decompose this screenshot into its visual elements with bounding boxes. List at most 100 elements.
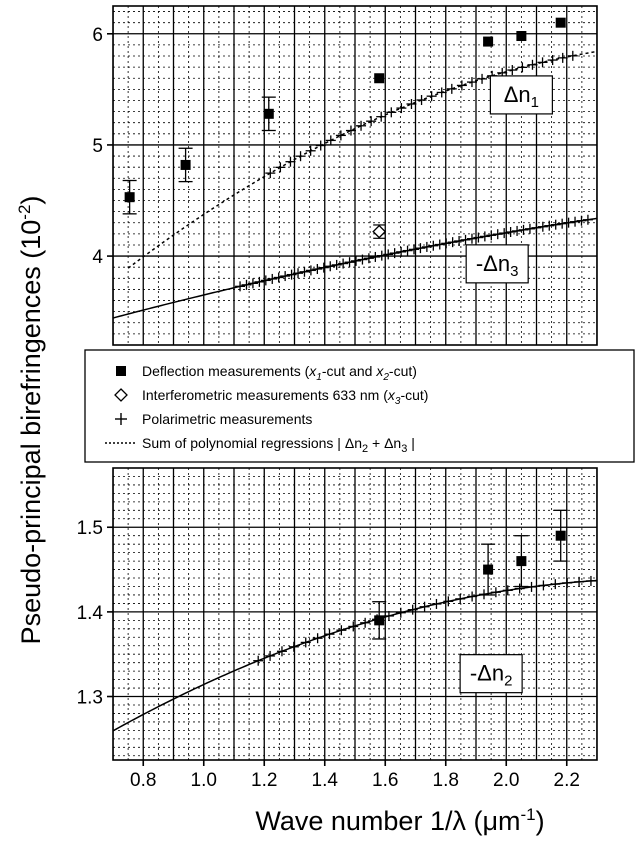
- label-dn1-text: Δn1: [504, 82, 539, 111]
- polarimetric-point-dn2: [514, 583, 525, 594]
- y-tick-label: 5: [92, 136, 103, 157]
- polarimetric-point-dn2: [265, 650, 276, 661]
- polarimetric-point-dn3: [563, 217, 574, 228]
- legend-entry: Deflection measurements (x1-cut and x2-c…: [116, 363, 417, 383]
- legend-label: Sum of polynomial regressions | Δn2 + Δn…: [142, 435, 415, 455]
- deflection-marker: [124, 192, 135, 203]
- polarimetric-point-dn3: [376, 250, 387, 261]
- x-tick-label: 2.2: [554, 770, 580, 791]
- y-tick-label: 1.5: [77, 518, 103, 539]
- polarimetric-point-dn1: [396, 103, 407, 114]
- deflection-marker: [374, 73, 385, 84]
- polarimetric-point-dn3: [441, 238, 452, 249]
- polarimetric-point-dn2: [300, 637, 311, 648]
- polarimetric-point-dn3: [280, 271, 291, 282]
- upper-data: [113, 17, 597, 319]
- polarimetric-point-dn3: [466, 233, 477, 244]
- legend-square-icon: [116, 366, 126, 376]
- polarimetric-point-dn1: [426, 91, 437, 102]
- polarimetric-point-dn2: [253, 655, 264, 666]
- polarimetric-point-dn1: [557, 52, 568, 63]
- label-dn3-box: [465, 244, 529, 284]
- polarimetric-point-dn1: [537, 57, 548, 68]
- deflection-point: [483, 36, 494, 47]
- polarimetric-point-dn1: [335, 130, 346, 141]
- polarimetric-point-dn3: [460, 234, 471, 245]
- lower-data: [113, 509, 597, 732]
- polarimetric-point-dn2: [324, 629, 335, 640]
- polarimetric-point-dn3: [415, 243, 426, 254]
- polarimetric-point-dn3: [518, 224, 529, 235]
- polarimetric-point-dn1: [366, 116, 377, 127]
- polarimetric-point-dn3: [370, 251, 381, 262]
- deflection-marker: [483, 36, 494, 47]
- polarimetric-point-dn3: [512, 225, 523, 236]
- x-tick-label: 0.8: [130, 770, 156, 791]
- polarimetric-point-dn1: [446, 83, 457, 94]
- polarimetric-point-dn1: [547, 55, 558, 66]
- y-tick-label: 1.4: [77, 603, 104, 624]
- polarimetric-point-dn3: [570, 216, 581, 227]
- deflection-marker: [516, 556, 527, 567]
- polarimetric-point-dn1: [345, 125, 356, 136]
- polarimetric-point-dn1: [507, 65, 518, 76]
- deflection-marker: [483, 564, 494, 575]
- polarimetric-point-dn3: [357, 254, 368, 265]
- polarimetric-point-dn1: [406, 98, 417, 109]
- polarimetric-point-dn3: [447, 237, 458, 248]
- deflection-marker: [555, 17, 566, 28]
- polarimetric-point-dn3: [499, 228, 510, 239]
- label-dn1-box: [489, 75, 553, 115]
- interferometric-point: [372, 224, 387, 239]
- polarimetric-point-dn3: [363, 253, 374, 264]
- polarimetric-point-dn3: [267, 273, 278, 284]
- polarimetric-point-dn1: [315, 140, 326, 151]
- polarimetric-point-dn2: [288, 641, 299, 652]
- x-axis-title: Wave number 1/λ (μm-1): [255, 805, 544, 836]
- polarimetric-point-dn2: [348, 621, 359, 632]
- label-dn2: -Δn2: [459, 654, 523, 694]
- polarimetric-point-dn3: [383, 249, 394, 260]
- polarimetric-point-dn3: [235, 281, 246, 292]
- polarimetric-point-dn1: [376, 111, 387, 122]
- x-tick-label: 1.4: [312, 770, 339, 791]
- polarimetric-point-dn2: [467, 591, 478, 602]
- polarimetric-point-dn1: [466, 77, 477, 88]
- x-tick-label: 1.6: [372, 770, 398, 791]
- polarimetric-point-dn1: [416, 95, 427, 106]
- deflection-point: [514, 535, 529, 588]
- legend-label: Deflection measurements (x1-cut and x2-c…: [142, 363, 417, 383]
- polarimetric-point-dn3: [492, 229, 503, 240]
- polarimetric-point-dn2: [443, 596, 454, 607]
- x-tick-label: 1.8: [433, 770, 459, 791]
- polarimetric-point-dn3: [576, 215, 587, 226]
- polarimetric-point-dn3: [396, 246, 407, 257]
- label-dn3-text: -Δn3: [476, 251, 519, 280]
- polarimetric-point-dn2: [336, 625, 347, 636]
- polarimetric-point-dn2: [360, 617, 371, 628]
- x-axis: 0.8 1.0 1.2 1.4 1.6 1.8 2.0 2.2: [130, 760, 580, 791]
- polarimetric-point-dn3: [454, 235, 465, 246]
- polarimetric-point-dn1: [456, 80, 467, 91]
- polarimetric-point-dn2: [502, 585, 513, 596]
- legend-entry: Polarimetric measurements: [115, 411, 312, 427]
- polarimetric-point-dn1: [325, 135, 336, 146]
- x-tick-label: 1.2: [251, 770, 277, 791]
- legend-entry: Sum of polynomial regressions | Δn2 + Δn…: [105, 435, 415, 455]
- label-dn2-box: [459, 654, 523, 694]
- polarimetric-point-dn2: [538, 580, 549, 591]
- legend-diamond-icon: [114, 388, 128, 402]
- plot-frame: [112, 467, 598, 761]
- polarimetric-point-dn3: [318, 262, 329, 273]
- deflection-point: [372, 601, 387, 640]
- polarimetric-point-dn2: [419, 601, 430, 612]
- polarimetric-point-dn3: [531, 222, 542, 233]
- polarimetric-point-dn1: [567, 50, 578, 61]
- polarimetric-point-dn1: [265, 168, 276, 179]
- polarimetric-point-dn3: [254, 276, 265, 287]
- polarimetric-point-dn1: [285, 156, 296, 167]
- polarimetric-point-dn3: [344, 257, 355, 268]
- polarimetric-point-dn3: [293, 268, 304, 279]
- y-tick-label: 6: [92, 25, 103, 46]
- legend-frame: [84, 349, 635, 463]
